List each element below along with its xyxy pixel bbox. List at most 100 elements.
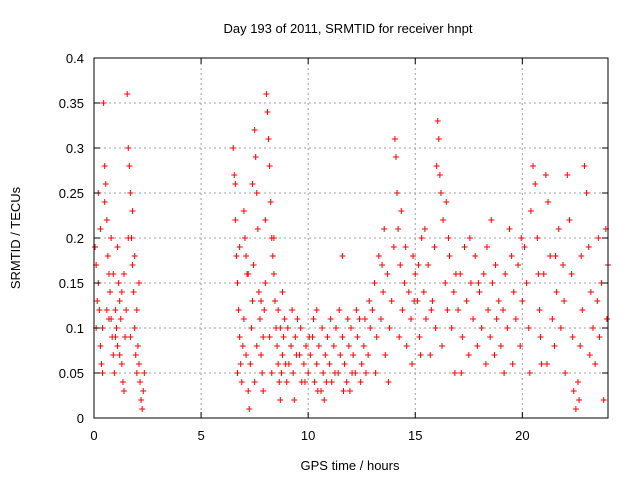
- data-point: [382, 352, 389, 358]
- data-point: [277, 397, 284, 403]
- data-point: [310, 316, 317, 322]
- data-point: [119, 379, 126, 385]
- data-point: [98, 361, 105, 367]
- data-point: [555, 226, 562, 232]
- data-point: [134, 343, 141, 349]
- data-point: [492, 262, 499, 268]
- data-point: [118, 289, 125, 295]
- data-point: [510, 289, 517, 295]
- data-point: [392, 154, 399, 160]
- data-point: [417, 352, 424, 358]
- data-point: [390, 244, 397, 250]
- data-point: [375, 253, 382, 259]
- data-point: [131, 253, 138, 259]
- data-point: [416, 334, 423, 340]
- data-point: [327, 316, 334, 322]
- data-point: [385, 379, 392, 385]
- data-point: [436, 172, 443, 178]
- data-point: [116, 298, 123, 304]
- data-point: [276, 379, 283, 385]
- data-point: [130, 289, 137, 295]
- data-point: [306, 334, 313, 340]
- data-point: [489, 280, 496, 286]
- data-point: [525, 325, 532, 331]
- data-point: [532, 181, 539, 187]
- data-point: [274, 343, 281, 349]
- data-point: [344, 316, 351, 322]
- data-point: [243, 352, 250, 358]
- data-point: [112, 307, 119, 313]
- data-point: [230, 145, 237, 151]
- data-point: [288, 343, 295, 349]
- data-point: [307, 352, 314, 358]
- data-point: [266, 163, 273, 169]
- data-point: [281, 316, 288, 322]
- data-point: [480, 271, 487, 277]
- data-point: [326, 361, 333, 367]
- data-point: [427, 352, 434, 358]
- data-point: [131, 325, 138, 331]
- data-point: [440, 217, 447, 223]
- y-tick-label: 0.35: [59, 96, 84, 111]
- data-point: [241, 235, 248, 241]
- data-point: [114, 244, 121, 250]
- data-point: [415, 262, 422, 268]
- data-point: [538, 361, 545, 367]
- data-point: [388, 298, 395, 304]
- data-point: [250, 262, 257, 268]
- data-point: [263, 91, 270, 97]
- data-point: [127, 334, 134, 340]
- data-point: [592, 361, 599, 367]
- data-point: [521, 244, 528, 250]
- x-tick-label: 15: [408, 428, 422, 443]
- data-point: [94, 298, 101, 304]
- data-point: [333, 325, 340, 331]
- data-point: [255, 289, 262, 295]
- data-point: [300, 361, 307, 367]
- data-point: [256, 316, 263, 322]
- data-point: [581, 163, 588, 169]
- data-point: [231, 172, 238, 178]
- data-point: [343, 379, 350, 385]
- data-point: [265, 136, 272, 142]
- data-point: [235, 307, 242, 313]
- data-point: [104, 253, 111, 259]
- data-point: [561, 298, 568, 304]
- data-point: [372, 370, 379, 376]
- data-point: [361, 316, 368, 322]
- data-point: [111, 370, 118, 376]
- data-point: [238, 379, 245, 385]
- data-point: [457, 271, 464, 277]
- data-point: [124, 91, 131, 97]
- data-point: [577, 343, 584, 349]
- data-point: [397, 262, 404, 268]
- data-point: [536, 307, 543, 313]
- data-point: [260, 388, 267, 394]
- data-point: [129, 262, 136, 268]
- data-point: [461, 244, 468, 250]
- data-point: [545, 199, 552, 205]
- data-point: [518, 235, 525, 241]
- data-point: [568, 271, 575, 277]
- data-point: [552, 253, 559, 259]
- data-point: [264, 109, 271, 115]
- data-point: [482, 361, 489, 367]
- data-point: [305, 370, 312, 376]
- data-point: [345, 343, 352, 349]
- data-point: [240, 316, 247, 322]
- data-point: [381, 226, 388, 232]
- data-point: [269, 253, 276, 259]
- data-point: [133, 370, 140, 376]
- data-point: [266, 334, 273, 340]
- data-point: [380, 289, 387, 295]
- data-point: [350, 352, 357, 358]
- data-point: [425, 262, 432, 268]
- data-point: [125, 145, 132, 151]
- data-point: [138, 397, 145, 403]
- data-point: [278, 370, 285, 376]
- data-point: [500, 307, 507, 313]
- data-point: [474, 343, 481, 349]
- data-point: [239, 343, 246, 349]
- data-point: [132, 352, 139, 358]
- data-point: [451, 370, 458, 376]
